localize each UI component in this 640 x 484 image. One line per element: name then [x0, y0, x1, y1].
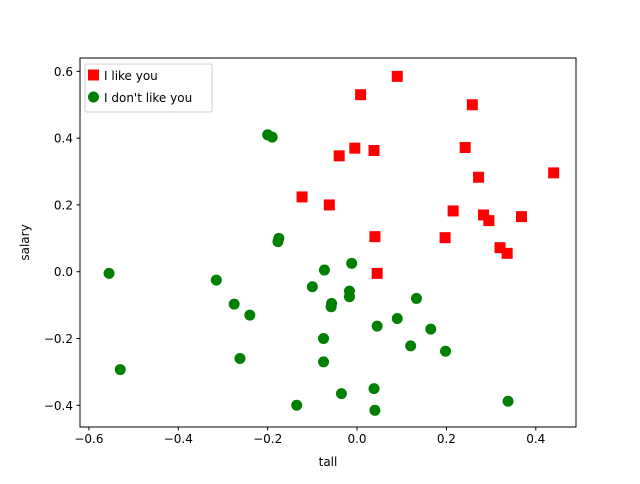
axis-ticks: −0.6 −0.4 −0.2 0.0 0.2 0.4 −0.4 −0.2 0.0 0.2 0.4 0.…: [44, 65, 545, 446]
data-point-square: [501, 247, 513, 259]
y-tick-label: 0.2: [54, 198, 73, 212]
data-point-square: [483, 215, 495, 227]
data-point-circle: [266, 131, 278, 143]
data-point-square: [323, 199, 335, 211]
y-tick-label: −0.4: [44, 399, 73, 413]
data-point-square: [371, 267, 383, 279]
x-axis-label: tall: [319, 455, 338, 469]
data-point-circle: [335, 388, 347, 400]
x-tick-label: −0.4: [164, 432, 193, 446]
data-point-square: [355, 89, 367, 101]
x-tick-label: 0.2: [437, 432, 456, 446]
legend-box: [84, 63, 213, 113]
data-point-circle: [291, 399, 303, 411]
plot-frame: [79, 57, 577, 428]
data-point-circle: [306, 281, 318, 293]
data-point-square: [447, 205, 459, 217]
legend-label-i-dont-like-you: I don't like you: [104, 91, 192, 105]
series-0: [296, 70, 560, 279]
data-point-square: [473, 171, 485, 183]
data-markers: [103, 70, 560, 416]
data-point-circle: [425, 323, 437, 335]
data-point-circle: [210, 274, 222, 286]
data-point-circle: [244, 309, 256, 321]
data-point-square: [439, 232, 451, 244]
series-1: [103, 129, 514, 416]
y-tick-label: 0.6: [54, 65, 73, 79]
data-point-square: [296, 191, 308, 203]
data-point-square: [333, 150, 345, 162]
y-axis-label: salary: [18, 224, 32, 260]
y-tick-label: 0.4: [54, 132, 73, 146]
data-point-square: [368, 145, 380, 157]
data-point-circle: [103, 267, 115, 279]
legend-marker-i-like-you: [88, 69, 99, 81]
legend-label-i-like-you: I like you: [104, 69, 158, 83]
data-point-circle: [272, 236, 284, 248]
data-point-circle: [371, 320, 383, 332]
x-tick-label: 0.4: [526, 432, 545, 446]
data-point-circle: [234, 353, 246, 365]
data-point-circle: [318, 264, 330, 276]
y-tick-label: 0.0: [54, 265, 73, 279]
data-point-circle: [318, 333, 330, 345]
data-point-square: [459, 141, 471, 153]
legend: I like you I don't like you: [84, 63, 213, 113]
x-tick-label: 0.0: [347, 432, 366, 446]
data-point-square: [349, 142, 361, 154]
data-point-square: [478, 209, 490, 221]
data-point-circle: [405, 340, 417, 352]
data-point-circle: [391, 312, 403, 324]
data-point-circle: [410, 292, 422, 304]
data-point-square: [494, 242, 506, 254]
data-point-circle: [325, 301, 337, 313]
data-point-circle: [343, 291, 355, 303]
data-point-square: [548, 167, 560, 179]
data-point-circle: [228, 298, 240, 310]
data-point-square: [466, 99, 478, 111]
data-point-circle: [114, 364, 126, 376]
data-point-circle: [369, 404, 381, 416]
x-tick-label: −0.6: [74, 432, 103, 446]
legend-marker-i-dont-like-you: [88, 91, 99, 103]
data-point-circle: [440, 345, 452, 357]
data-point-circle: [368, 383, 380, 395]
x-tick-label: −0.2: [253, 432, 282, 446]
data-point-square: [391, 70, 403, 82]
data-point-square: [515, 211, 527, 223]
data-point-circle: [346, 257, 358, 269]
y-tick-label: −0.2: [44, 332, 73, 346]
data-point-circle: [502, 395, 514, 407]
data-point-circle: [318, 356, 330, 368]
data-point-square: [369, 231, 381, 243]
